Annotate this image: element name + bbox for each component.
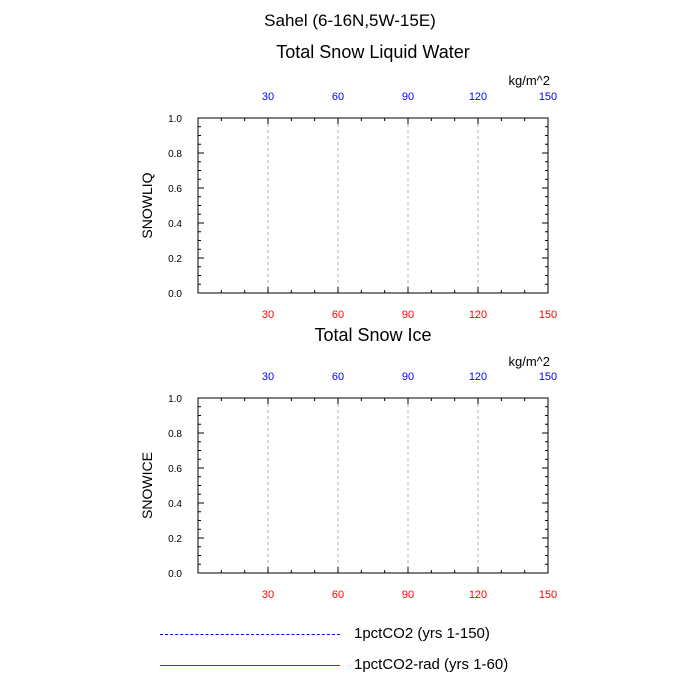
x-tick-label-bottom-snowliq: 90 [402, 309, 414, 321]
x-tick-label-top-snowice: 150 [539, 371, 557, 383]
x-tick-label-top-snowliq: 120 [469, 91, 487, 103]
y-tick-label-snowice: 1.0 [168, 394, 182, 405]
x-tick-label-top-snowice: 60 [332, 371, 344, 383]
x-tick-label-top-snowliq: 30 [262, 91, 274, 103]
y-tick-label-snowice: 0.6 [168, 464, 182, 475]
main-title: Sahel (6-16N,5W-15E) [264, 11, 436, 30]
y-tick-label-snowliq: 0.6 [168, 184, 182, 195]
x-tick-label-bottom-snowice: 120 [469, 589, 487, 601]
x-tick-label-top-snowliq: 60 [332, 91, 344, 103]
units-label-snowliq: kg/m^2 [508, 73, 550, 88]
x-tick-label-bottom-snowliq: 120 [469, 309, 487, 321]
legend-label-1pctco2: 1pctCO2 (yrs 1-150) [354, 625, 490, 642]
y-tick-label-snowliq: 0.2 [168, 254, 182, 265]
x-tick-label-bottom-snowice: 30 [262, 589, 274, 601]
x-tick-label-top-snowice: 30 [262, 371, 274, 383]
panel-title-snowliq: Total Snow Liquid Water [276, 42, 470, 62]
y-tick-label-snowice: 0.8 [168, 429, 182, 440]
x-tick-label-bottom-snowice: 60 [332, 589, 344, 601]
x-tick-label-bottom-snowliq: 150 [539, 309, 557, 321]
panel-title-snowice: Total Snow Ice [314, 325, 432, 345]
x-tick-label-bottom-snowice: 90 [402, 589, 414, 601]
plot-frame-snowliq [197, 117, 549, 294]
y-axis-label-snowliq: SNOWLIQ [139, 172, 155, 238]
y-tick-label-snowliq: 0.0 [168, 289, 182, 300]
y-tick-label-snowliq: 1.0 [168, 114, 182, 125]
x-tick-label-top-snowliq: 150 [539, 91, 557, 103]
legend-line-1pctco2 [160, 634, 340, 635]
y-tick-label-snowliq: 0.4 [168, 219, 182, 230]
units-label-snowice: kg/m^2 [508, 354, 550, 369]
x-tick-label-top-snowice: 90 [402, 371, 414, 383]
legend-line-1pctco2-rad [160, 665, 340, 666]
plot-frame-snowice [197, 397, 549, 574]
legend-label-1pctco2-rad: 1pctCO2-rad (yrs 1-60) [354, 656, 509, 673]
x-tick-label-top-snowliq: 90 [402, 91, 414, 103]
x-tick-label-top-snowice: 120 [469, 371, 487, 383]
x-tick-label-bottom-snowliq: 30 [262, 309, 274, 321]
y-tick-label-snowice: 0.0 [168, 569, 182, 580]
y-tick-label-snowice: 0.4 [168, 499, 182, 510]
x-tick-label-bottom-snowice: 150 [539, 589, 557, 601]
x-tick-label-bottom-snowliq: 60 [332, 309, 344, 321]
y-tick-label-snowice: 0.2 [168, 534, 182, 545]
y-axis-label-snowice: SNOWICE [139, 452, 155, 519]
y-tick-label-snowliq: 0.8 [168, 149, 182, 160]
